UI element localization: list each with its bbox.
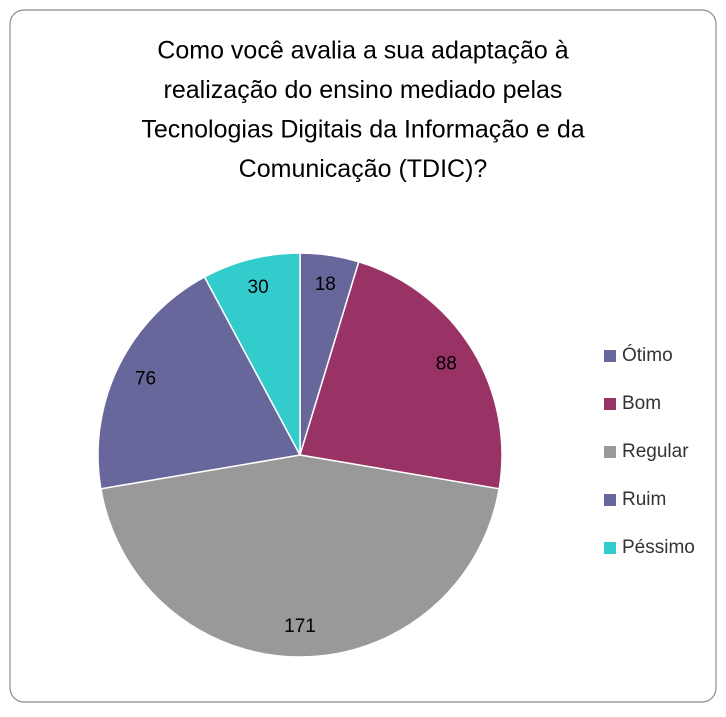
chart-title: realização do ensino mediado pelas: [164, 76, 563, 104]
legend-swatch: [604, 494, 616, 506]
data-label: 171: [284, 616, 316, 637]
pie-slice: [99, 454, 501, 658]
pie-slice: [203, 252, 301, 456]
legend-label: Ruim: [622, 489, 666, 510]
data-label: 88: [436, 354, 457, 375]
legend-swatch: [604, 350, 616, 362]
chart-title: Comunicação (TDIC)?: [239, 155, 488, 183]
data-label: 18: [315, 274, 336, 295]
pie-slice: [299, 260, 503, 490]
chart-title: Tecnologias Digitais da Informação e da: [141, 116, 584, 144]
legend-swatch: [604, 398, 616, 410]
chart-title: Como você avalia a sua adaptação à: [157, 37, 568, 65]
legend-label: Regular: [622, 441, 689, 462]
legend-swatch: [604, 446, 616, 458]
data-label: 30: [248, 277, 269, 298]
data-label: 76: [135, 368, 156, 389]
legend-label: Péssimo: [622, 537, 695, 558]
legend-swatch: [604, 542, 616, 554]
legend-label: Bom: [622, 393, 661, 414]
pie-slice: [97, 275, 302, 490]
legend-label: Ótimo: [622, 344, 673, 366]
